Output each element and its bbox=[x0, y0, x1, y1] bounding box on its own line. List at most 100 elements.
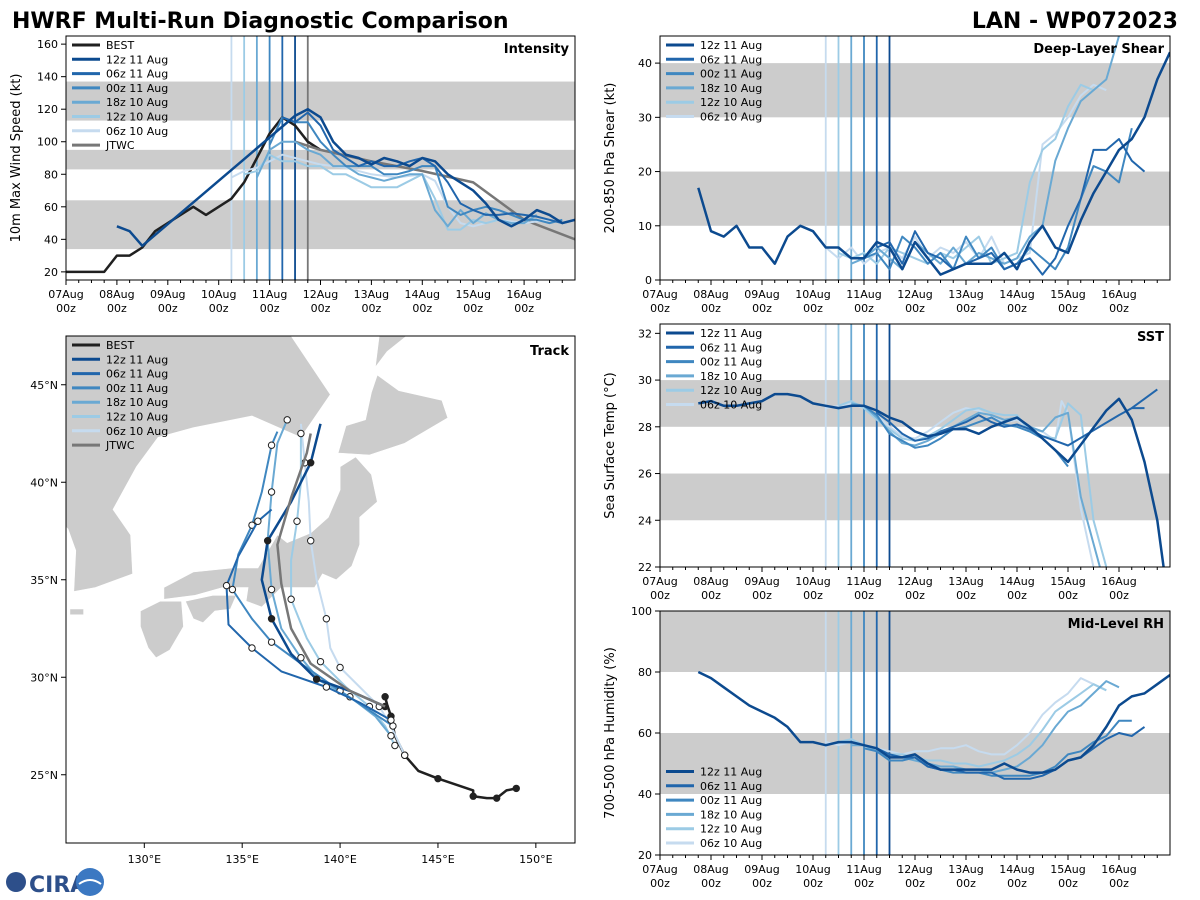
x-tick-hour: 00z bbox=[752, 877, 772, 890]
track-marker bbox=[312, 675, 321, 683]
logo-globe-icon bbox=[76, 868, 104, 896]
x-tick-hour: 00z bbox=[1109, 302, 1129, 315]
y-tick-label: 40 bbox=[44, 233, 58, 246]
track-marker bbox=[293, 517, 301, 525]
shikoku-landmass bbox=[184, 594, 237, 624]
x-tick-day: 11Aug bbox=[252, 288, 287, 301]
x-tick-hour: 00z bbox=[854, 302, 874, 315]
x-tick-day: 09Aug bbox=[150, 288, 185, 301]
x-tick-day: 15Aug bbox=[1050, 863, 1085, 876]
x-tick-hour: 00z bbox=[854, 877, 874, 890]
threshold-band bbox=[66, 200, 575, 250]
x-tick-hour: 00z bbox=[701, 302, 721, 315]
logo-wave-icon bbox=[78, 879, 102, 885]
x-tick-day: 12Aug bbox=[897, 863, 932, 876]
x-tick-day: 14Aug bbox=[999, 863, 1034, 876]
x-tick-day: 14Aug bbox=[405, 288, 440, 301]
legend-label: JTWC bbox=[105, 439, 135, 452]
y-tick-label: 20 bbox=[638, 849, 652, 862]
figure-title: HWRF Multi-Run Diagnostic Comparison bbox=[12, 9, 509, 34]
series-line-06z-11-aug bbox=[876, 407, 1145, 447]
track-marker bbox=[391, 741, 399, 750]
legend-label: 12z 11 Aug bbox=[106, 53, 168, 66]
x-tick-day: 10Aug bbox=[795, 288, 830, 301]
series-line-06z-11-aug bbox=[281, 111, 575, 225]
y-tick-label: 22 bbox=[638, 561, 652, 574]
series-group bbox=[66, 107, 575, 274]
legend-label: 12z 10 Aug bbox=[106, 111, 168, 124]
track-marker bbox=[248, 644, 256, 652]
shear-panel: 07Aug00z08Aug00z09Aug00z10Aug00z11Aug00z… bbox=[603, 35, 1171, 315]
legend-label: BEST bbox=[106, 339, 134, 352]
x-tick-day: 07Aug bbox=[642, 575, 677, 588]
x-tick-hour: 00z bbox=[701, 877, 721, 890]
legend-label: 18z 10 Aug bbox=[700, 808, 762, 821]
x-tick-day: 11Aug bbox=[846, 863, 881, 876]
track-line-jtwc bbox=[276, 433, 386, 708]
y-tick-label: 40 bbox=[638, 57, 652, 70]
x-tick-hour: 00z bbox=[412, 302, 432, 315]
logo-ring-icon bbox=[6, 872, 26, 892]
series-line-12z-11-aug bbox=[116, 107, 575, 248]
x-tick-hour: 00z bbox=[1058, 589, 1078, 602]
panel-title: SST bbox=[1137, 330, 1164, 345]
panel-title: Deep-Layer Shear bbox=[1033, 42, 1164, 57]
x-tick-day: 14Aug bbox=[999, 575, 1034, 588]
lat-tick-label: 30°N bbox=[30, 671, 58, 684]
legend-label: 18z 10 Aug bbox=[106, 96, 168, 109]
x-tick-hour: 00z bbox=[905, 302, 925, 315]
track-marker bbox=[316, 657, 325, 666]
legend-label: 12z 11 Aug bbox=[700, 766, 762, 779]
rh-panel: 07Aug00z08Aug00z09Aug00z10Aug00z11Aug00z… bbox=[603, 605, 1171, 890]
series-line-06z-10-aug bbox=[230, 153, 550, 228]
x-tick-day: 13Aug bbox=[948, 575, 983, 588]
x-tick-hour: 00z bbox=[956, 589, 976, 602]
series-group bbox=[697, 670, 1170, 780]
track-marker bbox=[297, 654, 305, 662]
track-line-00z-11-aug bbox=[231, 431, 394, 727]
series-group bbox=[698, 388, 1165, 567]
series-group bbox=[697, 36, 1170, 276]
threshold-band bbox=[660, 733, 1170, 794]
storm-id: LAN - WP072023 bbox=[972, 9, 1178, 34]
x-tick-day: 14Aug bbox=[999, 288, 1034, 301]
sakhalin-landmass bbox=[374, 336, 408, 369]
x-tick-day: 09Aug bbox=[744, 575, 779, 588]
x-tick-hour: 00z bbox=[107, 302, 127, 315]
x-tick-hour: 00z bbox=[905, 877, 925, 890]
x-tick-hour: 00z bbox=[1109, 877, 1129, 890]
x-tick-day: 15Aug bbox=[1050, 575, 1085, 588]
legend-label: 06z 11 Aug bbox=[106, 68, 168, 81]
threshold-band bbox=[660, 63, 1170, 118]
x-tick-day: 12Aug bbox=[897, 288, 932, 301]
x-tick-hour: 00z bbox=[209, 302, 229, 315]
series-line-best bbox=[66, 116, 322, 274]
track-marker bbox=[336, 663, 344, 672]
sst-panel: 07Aug00z08Aug00z09Aug00z10Aug00z11Aug00z… bbox=[603, 323, 1171, 602]
track-line-06z-11-aug bbox=[225, 508, 392, 721]
hokkaido-landmass bbox=[337, 374, 449, 456]
cira-logo: CIRA bbox=[6, 868, 104, 898]
track-marker bbox=[263, 537, 272, 545]
x-tick-hour: 00z bbox=[1058, 302, 1078, 315]
series-line-00z-11-aug bbox=[863, 404, 1069, 468]
x-tick-hour: 00z bbox=[260, 302, 280, 315]
honshu-landmass bbox=[163, 456, 378, 608]
x-tick-hour: 00z bbox=[803, 302, 823, 315]
panel-title: Track bbox=[530, 344, 569, 359]
x-tick-hour: 00z bbox=[854, 589, 874, 602]
legend-label: 00z 11 Aug bbox=[700, 356, 762, 369]
legend-label: 18z 10 Aug bbox=[700, 370, 762, 383]
y-tick-label: 60 bbox=[44, 201, 58, 214]
y-tick-label: 100 bbox=[37, 136, 58, 149]
x-tick-hour: 00z bbox=[1109, 589, 1129, 602]
threshold-band bbox=[66, 149, 575, 170]
x-tick-hour: 00z bbox=[956, 302, 976, 315]
x-tick-hour: 00z bbox=[803, 877, 823, 890]
lon-tick-label: 135°E bbox=[225, 853, 258, 866]
track-marker bbox=[254, 517, 262, 525]
y-tick-label: 60 bbox=[638, 727, 652, 740]
x-tick-hour: 00z bbox=[311, 302, 331, 315]
track-marker bbox=[381, 693, 389, 701]
